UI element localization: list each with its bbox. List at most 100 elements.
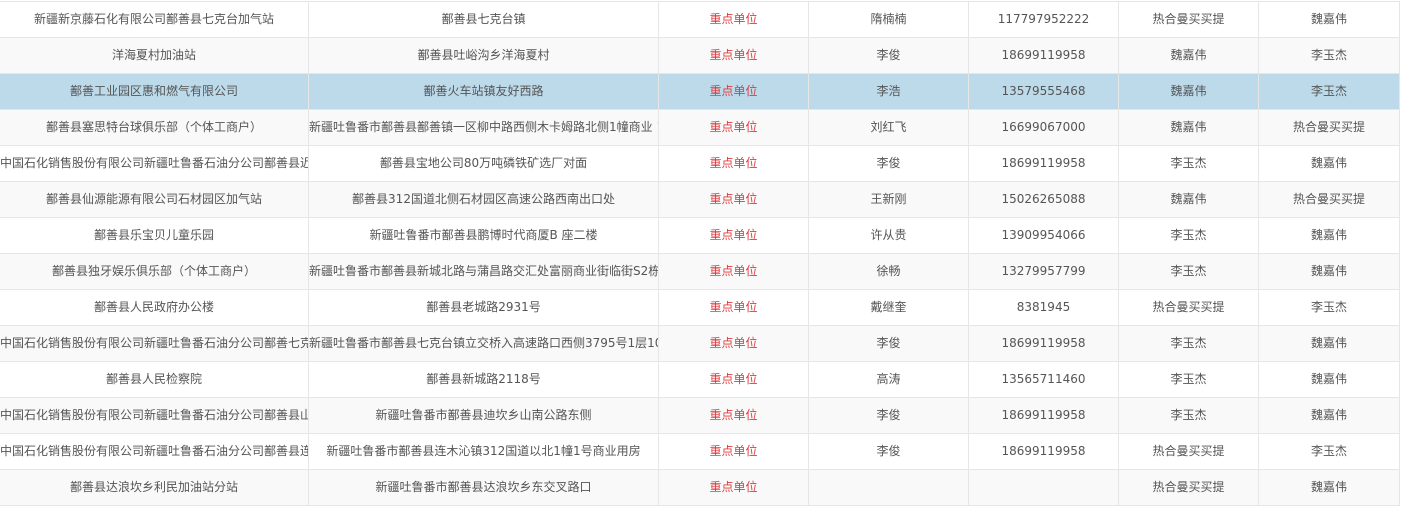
table-row[interactable]: 鄯善县人民检察院 鄯善县新城路2118号 重点单位 高涛 13565711460 李玉杰魏… xyxy=(0,361,1399,397)
co-inspector-cell: 热合曼买买提 xyxy=(1258,182,1399,217)
unit-name-cell: 新疆新京藤石化有限公司鄯善县七克台加气站 xyxy=(33,12,274,26)
address-cell: 鄯善县老城路2931号 xyxy=(308,290,658,325)
table-row[interactable]: 鄯善县塞思特台球俱乐部（个体工商户） 新疆吐鲁番市鄯善县鄯善镇一区柳中路西侧木卡姆… xyxy=(0,109,1399,145)
contact-cell xyxy=(808,470,968,505)
co-inspector-cell: 魏嘉伟 xyxy=(1258,362,1399,397)
table-row[interactable]: 鄯善工业园区惠和燃气有限公司 鄯善火车站镇友好西路 重点单位 李浩 1357955546… xyxy=(0,73,1399,109)
address-cell: 新疆吐鲁番市鄯善县连木沁镇312国道以北1幢1号商业用房 xyxy=(308,434,658,469)
unit-name-cell: 洋海夏村加油站 xyxy=(111,48,196,62)
unit-level-cell: 重点单位 xyxy=(658,470,808,505)
co-inspector-cell: 魏嘉伟 xyxy=(1258,218,1399,253)
inspector-cell: 李玉杰 xyxy=(1118,254,1258,289)
unit-level-cell: 重点单位 xyxy=(658,38,808,73)
address-cell: 鄯善县吐峪沟乡洋海夏村 xyxy=(308,38,658,73)
address-cell: 新疆吐鲁番市鄯善县鹏博时代商厦B 座二楼 xyxy=(308,218,658,253)
contact-cell: 李俊 xyxy=(808,38,968,73)
phone-cell: 13279957799 xyxy=(968,254,1118,289)
table-row[interactable]: 鄯善县独牙娱乐俱乐部（个体工商户） 新疆吐鲁番市鄯善县新城北路与蒲昌路交汇处富丽商… xyxy=(0,253,1399,289)
co-inspector-cell: 李玉杰 xyxy=(1258,74,1399,109)
unit-level-cell: 重点单位 xyxy=(658,182,808,217)
contact-cell: 李俊 xyxy=(808,146,968,181)
unit-level-cell: 重点单位 xyxy=(658,434,808,469)
table-row[interactable]: 鄯善县达浪坎乡利民加油站分站 新疆吐鲁番市鄯善县达浪坎乡东交叉路口 重点单位 热合曼买… xyxy=(0,469,1399,505)
co-inspector-cell: 魏嘉伟 xyxy=(1258,2,1399,37)
unit-name-cell: 鄯善县塞思特台球俱乐部（个体工商户） xyxy=(45,120,262,134)
co-inspector-cell: 魏嘉伟 xyxy=(1258,146,1399,181)
address-cell: 鄯善县312国道北侧石材园区高速公路西南出口处 xyxy=(308,182,658,217)
table-row[interactable]: 鄯善县仙源能源有限公司石材园区加气站 鄯善县312国道北侧石材园区高速公路西南出口… xyxy=(0,181,1399,217)
unit-level-cell: 重点单位 xyxy=(658,74,808,109)
contact-cell: 李俊 xyxy=(808,398,968,433)
inspector-cell: 热合曼买买提 xyxy=(1118,2,1258,37)
phone-cell: 18699119958 xyxy=(968,146,1118,181)
address-cell: 新疆吐鲁番市鄯善县七克台镇立交桥入高速路口西侧3795号1层101 xyxy=(308,326,658,361)
unit-level-cell: 重点单位 xyxy=(658,110,808,145)
unit-level-cell: 重点单位 xyxy=(658,398,808,433)
address-cell: 鄯善县新城路2118号 xyxy=(308,362,658,397)
inspector-cell: 李玉杰 xyxy=(1118,362,1258,397)
phone-cell xyxy=(968,470,1118,505)
unit-level-cell: 重点单位 xyxy=(658,362,808,397)
co-inspector-cell: 魏嘉伟 xyxy=(1258,470,1399,505)
table-row[interactable]: 中国石化销售股份有限公司新疆吐鲁番石油分公司鄯善七克 新疆吐鲁番市鄯善县七克台镇立… xyxy=(0,325,1399,361)
contact-cell: 李俊 xyxy=(808,434,968,469)
unit-level-cell: 重点单位 xyxy=(658,290,808,325)
inspector-cell: 魏嘉伟 xyxy=(1118,110,1258,145)
unit-name-cell: 中国石化销售股份有限公司新疆吐鲁番石油分公司鄯善七克 xyxy=(0,336,308,350)
co-inspector-cell: 魏嘉伟 xyxy=(1258,398,1399,433)
table-row[interactable]: 鄯善县乐宝贝儿童乐园 新疆吐鲁番市鄯善县鹏博时代商厦B 座二楼 重点单位 许从贵 139… xyxy=(0,217,1399,253)
inspector-cell: 李玉杰 xyxy=(1118,398,1258,433)
table-row[interactable]: 鄯善县人民政府办公楼 鄯善县老城路2931号 重点单位 戴继奎 8381945 热合曼买买… xyxy=(0,289,1399,325)
table-row[interactable]: 中国石化销售股份有限公司新疆吐鲁番石油分公司鄯善县近 鄯善县宝地公司80万吨磷铁矿… xyxy=(0,145,1399,181)
contact-cell: 徐畅 xyxy=(808,254,968,289)
contact-cell: 许从贵 xyxy=(808,218,968,253)
co-inspector-cell: 李玉杰 xyxy=(1258,434,1399,469)
unit-name-cell: 中国石化销售股份有限公司新疆吐鲁番石油分公司鄯善县近 xyxy=(0,156,308,170)
table-row[interactable]: 洋海夏村加油站 鄯善县吐峪沟乡洋海夏村 重点单位 李俊 18699119958 魏嘉伟 李玉… xyxy=(0,37,1399,73)
phone-cell: 18699119958 xyxy=(968,38,1118,73)
co-inspector-cell: 热合曼买买提 xyxy=(1258,110,1399,145)
phone-cell: 16699067000 xyxy=(968,110,1118,145)
address-cell: 鄯善县宝地公司80万吨磷铁矿选厂对面 xyxy=(308,146,658,181)
inspector-cell: 热合曼买买提 xyxy=(1118,290,1258,325)
unit-level-cell: 重点单位 xyxy=(658,218,808,253)
phone-cell: 15026265088 xyxy=(968,182,1118,217)
inspector-cell: 李玉杰 xyxy=(1118,218,1258,253)
unit-name-cell: 鄯善县仙源能源有限公司石材园区加气站 xyxy=(45,192,262,206)
table-row[interactable]: 新疆新京藤石化有限公司鄯善县七克台加气站 鄯善县七克台镇 重点单位 隋楠楠 117797… xyxy=(0,1,1399,37)
co-inspector-cell: 魏嘉伟 xyxy=(1258,326,1399,361)
inspector-cell: 李玉杰 xyxy=(1118,326,1258,361)
contact-cell: 李浩 xyxy=(808,74,968,109)
co-inspector-cell: 李玉杰 xyxy=(1258,38,1399,73)
phone-cell: 13579555468 xyxy=(968,74,1118,109)
unit-name-cell: 鄯善县独牙娱乐俱乐部（个体工商户） xyxy=(51,264,256,278)
table-row[interactable]: 中国石化销售股份有限公司新疆吐鲁番石油分公司鄯善县山 新疆吐鲁番市鄯善县迪坎乡山南… xyxy=(0,397,1399,433)
co-inspector-cell: 魏嘉伟 xyxy=(1258,254,1399,289)
contact-cell: 李俊 xyxy=(808,326,968,361)
unit-level-cell: 重点单位 xyxy=(658,146,808,181)
inspector-cell: 热合曼买买提 xyxy=(1118,470,1258,505)
contact-cell: 刘红飞 xyxy=(808,110,968,145)
phone-cell: 8381945 xyxy=(968,290,1118,325)
unit-level-cell: 重点单位 xyxy=(658,2,808,37)
phone-cell: 18699119958 xyxy=(968,434,1118,469)
phone-cell: 117797952222 xyxy=(968,2,1118,37)
inspector-cell: 魏嘉伟 xyxy=(1118,74,1258,109)
phone-cell: 18699119958 xyxy=(968,398,1118,433)
phone-cell: 18699119958 xyxy=(968,326,1118,361)
unit-name-cell: 鄯善工业园区惠和燃气有限公司 xyxy=(69,84,238,98)
unit-name-cell: 鄯善县人民政府办公楼 xyxy=(93,300,214,314)
address-cell: 新疆吐鲁番市鄯善县迪坎乡山南公路东侧 xyxy=(308,398,658,433)
inspector-cell: 魏嘉伟 xyxy=(1118,182,1258,217)
contact-cell: 戴继奎 xyxy=(808,290,968,325)
contact-cell: 高涛 xyxy=(808,362,968,397)
contact-cell: 隋楠楠 xyxy=(808,2,968,37)
table-row[interactable]: 中国石化销售股份有限公司新疆吐鲁番石油分公司鄯善县连 新疆吐鲁番市鄯善县连木沁镇3… xyxy=(0,433,1399,469)
contact-cell: 王新刚 xyxy=(808,182,968,217)
unit-name-cell: 中国石化销售股份有限公司新疆吐鲁番石油分公司鄯善县连 xyxy=(0,444,308,458)
unit-name-cell: 鄯善县达浪坎乡利民加油站分站 xyxy=(69,480,238,494)
phone-cell: 13565711460 xyxy=(968,362,1118,397)
address-cell: 新疆吐鲁番市鄯善县新城北路与蒲昌路交汇处富丽商业街临街S2栋 xyxy=(308,254,658,289)
inspector-cell: 李玉杰 xyxy=(1118,146,1258,181)
